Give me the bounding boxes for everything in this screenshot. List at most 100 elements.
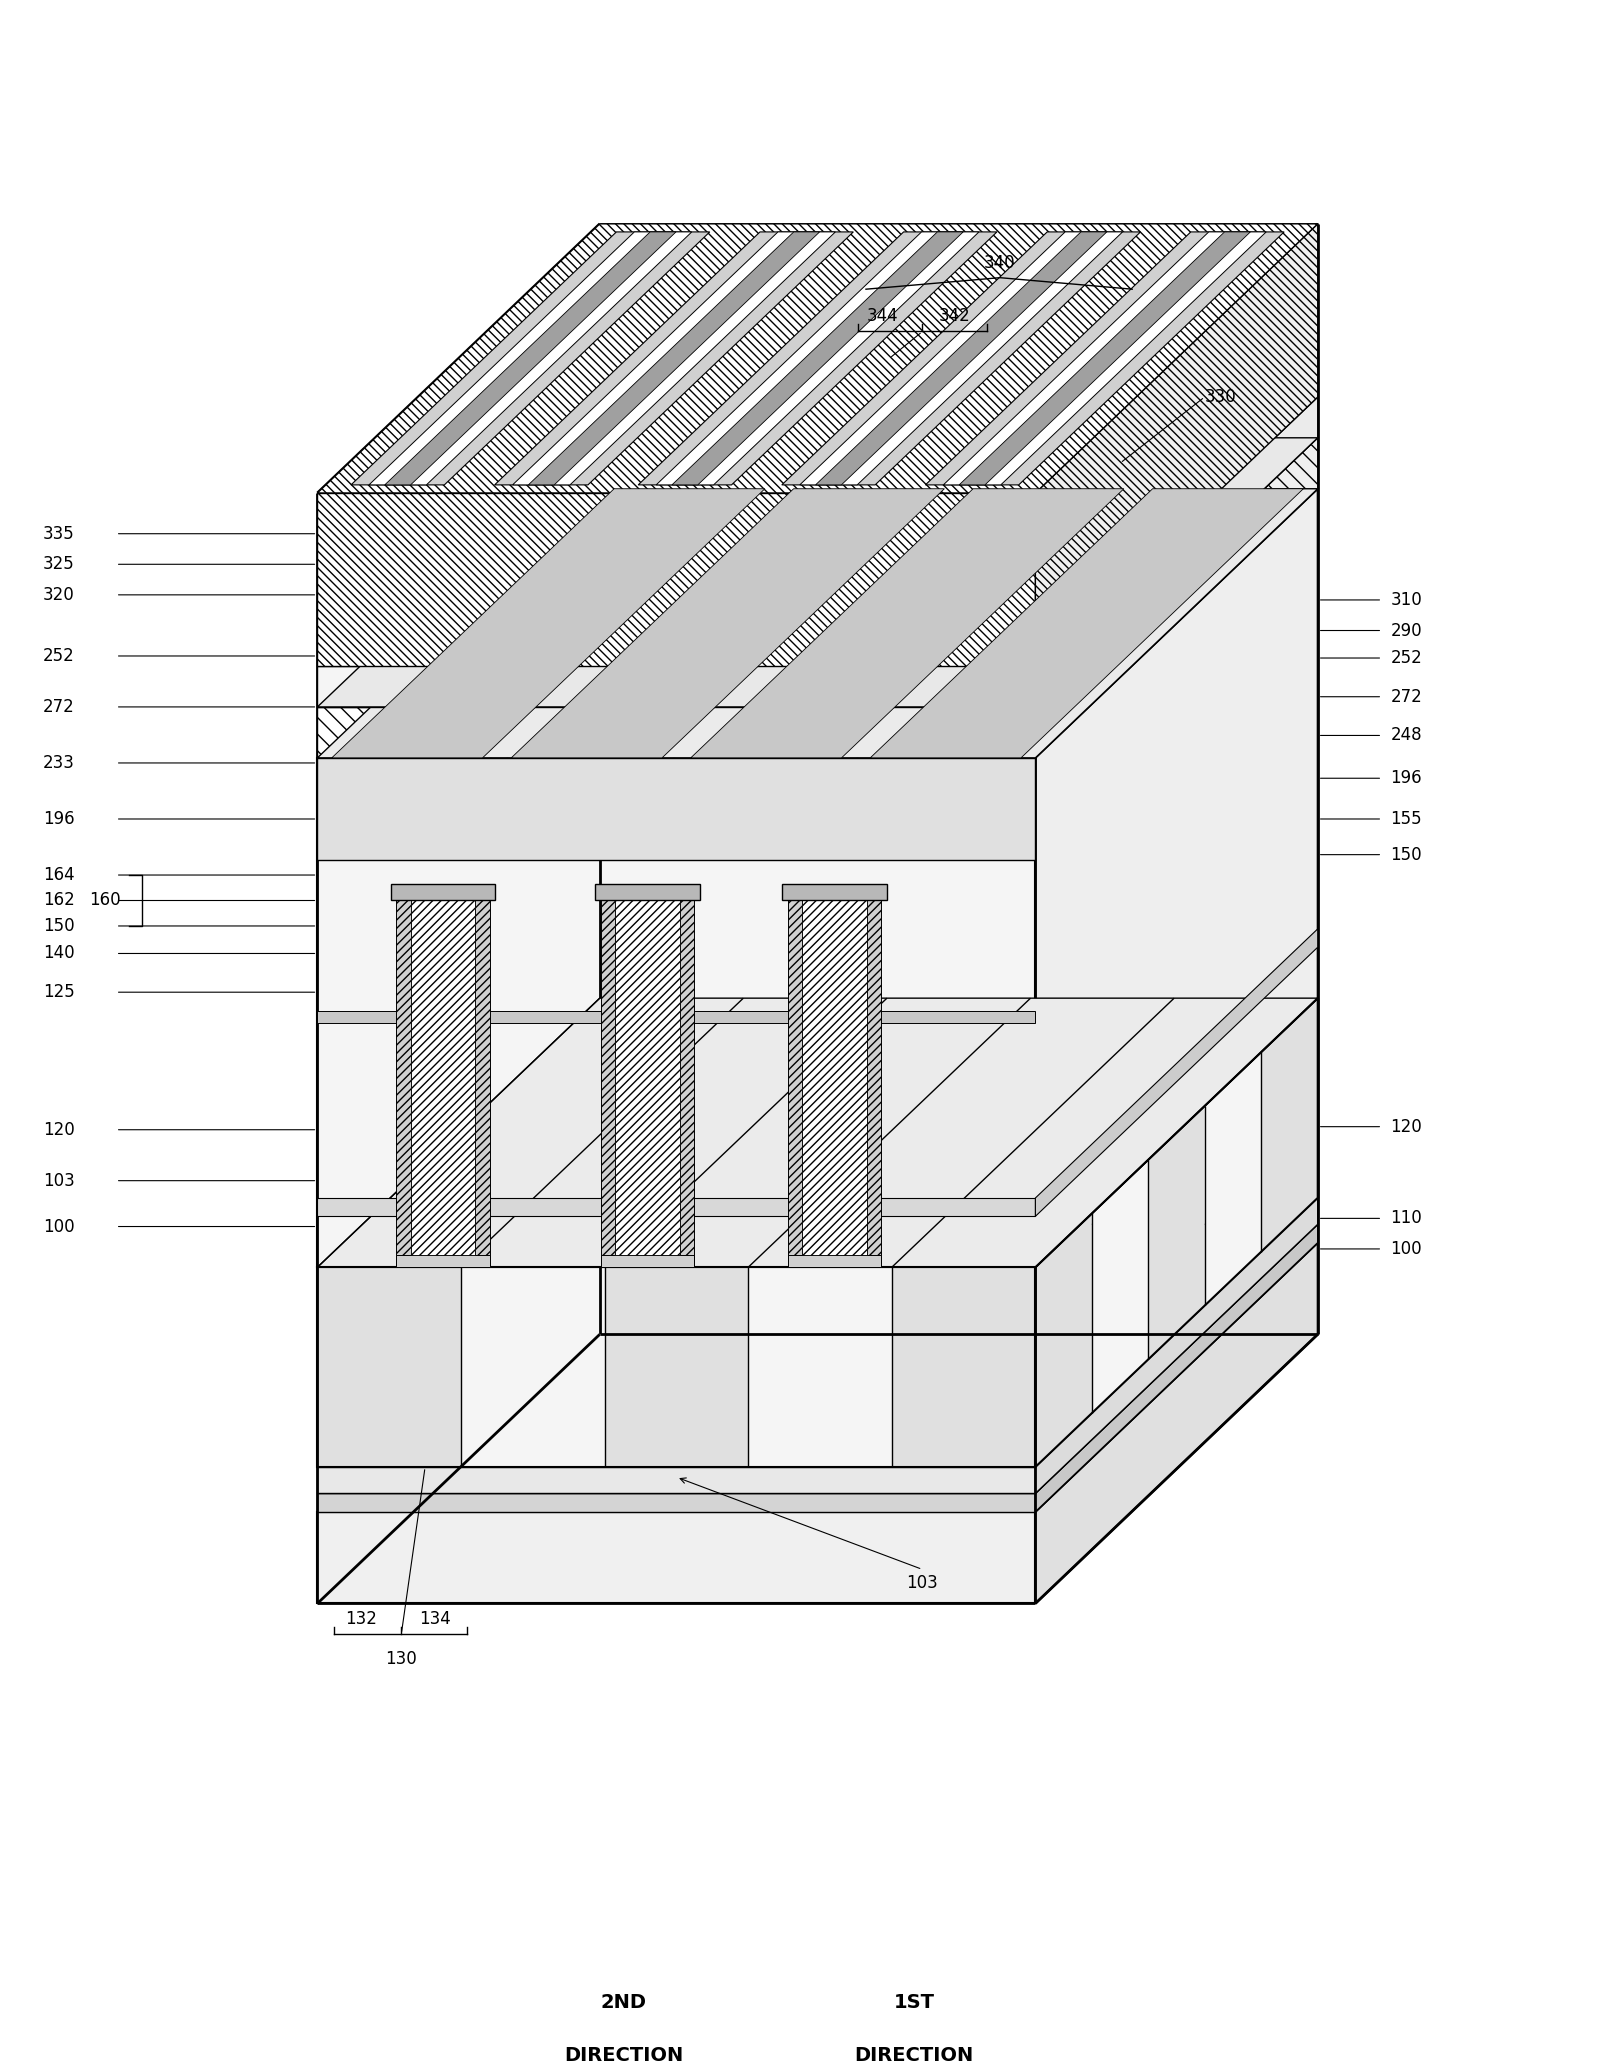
Text: 252: 252 [44,646,74,665]
Text: 248: 248 [1391,727,1421,743]
Polygon shape [476,901,489,1267]
Polygon shape [317,667,1036,706]
Polygon shape [317,1466,1036,1493]
Text: 196: 196 [1391,768,1421,787]
Text: 340: 340 [984,255,1015,271]
Polygon shape [892,1267,1036,1466]
Polygon shape [1205,1052,1261,1305]
Text: 330: 330 [1205,387,1237,406]
Text: 290: 290 [1391,621,1421,640]
Polygon shape [788,901,881,1267]
Polygon shape [871,489,1303,758]
Text: 310: 310 [1391,590,1421,609]
Polygon shape [691,489,1124,758]
Polygon shape [332,489,764,758]
Polygon shape [317,1197,1036,1216]
Polygon shape [385,232,677,485]
Polygon shape [604,1267,748,1466]
Text: 162: 162 [44,891,74,909]
Polygon shape [1036,437,1318,758]
Text: 233: 233 [44,754,74,772]
Polygon shape [638,232,997,485]
Polygon shape [1036,489,1318,1267]
Polygon shape [397,1255,489,1267]
Polygon shape [788,901,801,1267]
Text: 320: 320 [44,586,74,605]
Polygon shape [317,224,1318,493]
Polygon shape [1091,1160,1148,1412]
Text: 164: 164 [44,866,74,884]
Polygon shape [397,901,489,1267]
Polygon shape [601,1255,695,1267]
Polygon shape [926,232,1284,485]
Polygon shape [494,232,853,485]
Polygon shape [528,232,819,485]
Text: 120: 120 [44,1120,74,1139]
Polygon shape [317,1512,1036,1603]
Text: 103: 103 [907,1574,939,1593]
Polygon shape [317,437,1318,706]
Polygon shape [656,232,979,485]
Text: 252: 252 [1391,648,1421,667]
Polygon shape [1148,1106,1205,1359]
Polygon shape [317,1493,1036,1512]
Polygon shape [317,758,1036,1267]
Polygon shape [513,232,835,485]
Polygon shape [317,489,1318,758]
Polygon shape [1036,398,1318,706]
Text: 1ST: 1ST [894,1992,934,2011]
Polygon shape [816,232,1107,485]
Polygon shape [317,1243,1318,1512]
Text: 325: 325 [44,555,74,574]
Polygon shape [1261,998,1318,1251]
Text: 100: 100 [44,1218,74,1236]
Polygon shape [1036,224,1318,667]
Polygon shape [397,901,411,1267]
Polygon shape [411,901,476,1255]
Polygon shape [351,232,709,485]
Polygon shape [782,232,1140,485]
Text: 150: 150 [44,917,74,934]
Polygon shape [800,232,1122,485]
Text: 344: 344 [866,307,899,325]
Polygon shape [601,901,695,1267]
Text: 196: 196 [44,810,74,828]
Text: 125: 125 [44,984,74,1000]
Text: 120: 120 [1391,1118,1421,1135]
Polygon shape [1036,1197,1318,1493]
Text: 140: 140 [44,944,74,963]
Polygon shape [596,884,699,901]
Text: 335: 335 [44,524,74,543]
Text: 272: 272 [1391,688,1421,706]
Polygon shape [512,489,944,758]
Polygon shape [317,493,1036,667]
Polygon shape [958,232,1250,485]
Polygon shape [680,901,695,1267]
Polygon shape [317,1267,461,1466]
Polygon shape [601,901,615,1267]
Polygon shape [748,1267,892,1466]
Text: 100: 100 [1391,1241,1421,1257]
Text: 342: 342 [939,307,970,325]
Text: 134: 134 [419,1609,452,1628]
Polygon shape [369,232,691,485]
Text: 2ND: 2ND [601,1992,648,2011]
Text: 160: 160 [89,891,120,909]
Text: DIRECTION: DIRECTION [855,2046,975,2065]
Polygon shape [944,232,1266,485]
Polygon shape [317,758,1036,859]
Polygon shape [461,1267,604,1466]
Text: 272: 272 [44,698,74,717]
Text: 155: 155 [1391,810,1421,828]
Text: 132: 132 [345,1609,377,1628]
Polygon shape [1036,1243,1318,1603]
Text: 130: 130 [385,1651,418,1667]
Polygon shape [1036,1224,1318,1512]
Polygon shape [788,1255,881,1267]
Text: 110: 110 [1391,1209,1421,1228]
Polygon shape [672,232,963,485]
Polygon shape [801,901,866,1255]
Polygon shape [317,706,1036,758]
Polygon shape [317,1224,1318,1493]
Polygon shape [1036,1214,1091,1466]
